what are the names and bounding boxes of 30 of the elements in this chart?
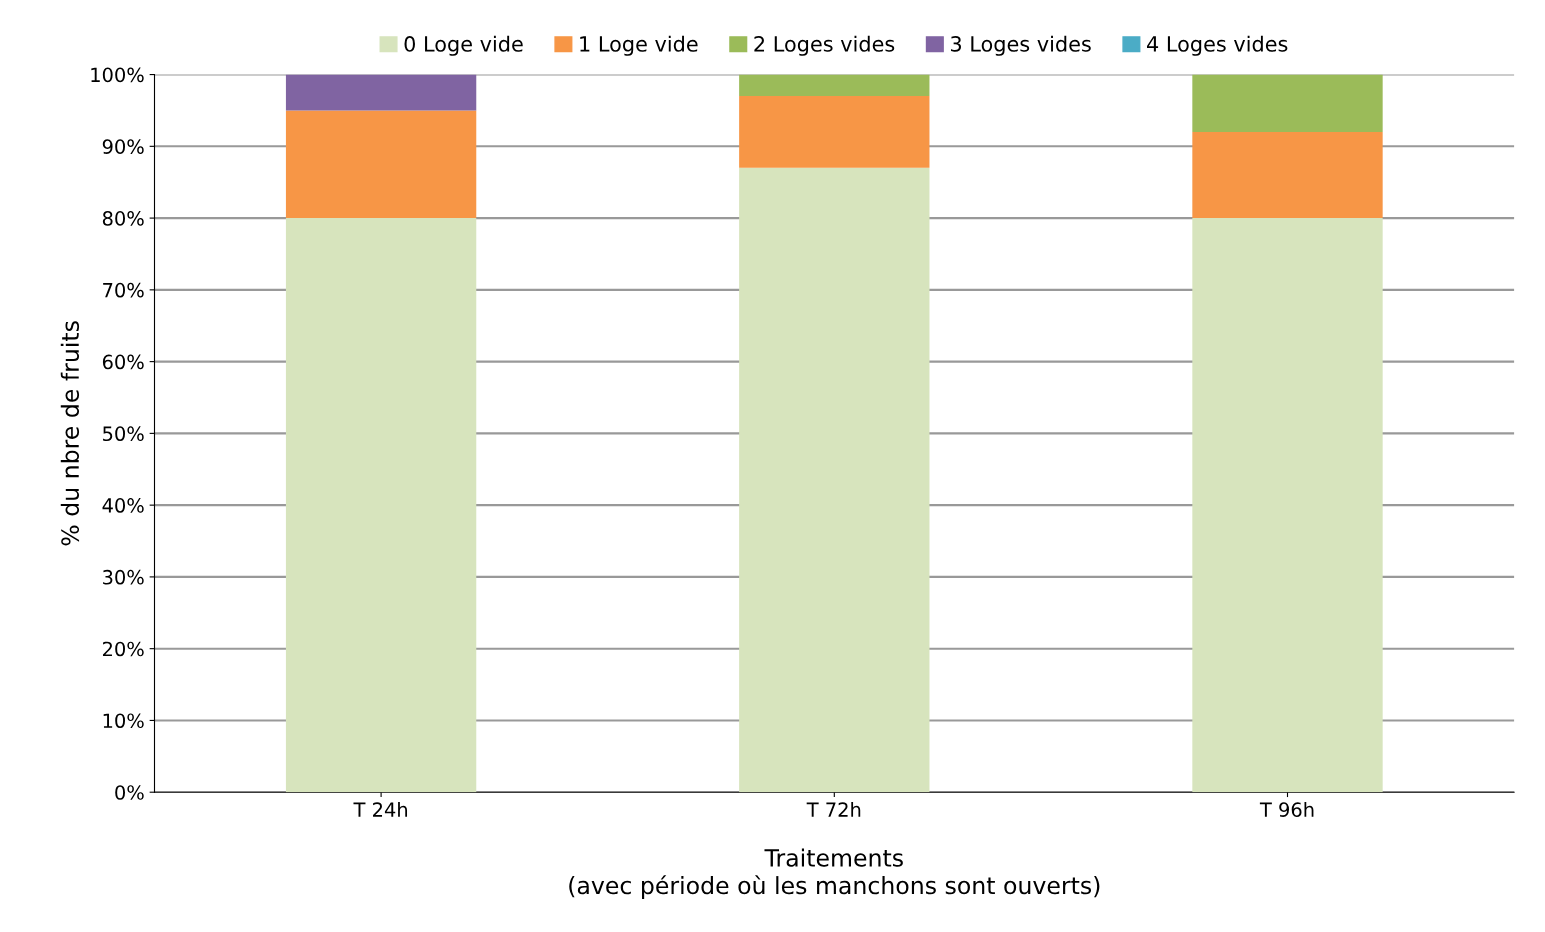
bar: [1192, 131, 1383, 219]
y-tick-label: 90%: [102, 139, 144, 154]
legend-label: 0 Loge vide: [404, 35, 523, 56]
y-tick-label: 30%: [103, 569, 144, 585]
y-tick-label: 40%: [102, 498, 144, 513]
y-tick-label: 60%: [102, 354, 144, 370]
bar: [739, 74, 930, 97]
bar: [1192, 218, 1383, 793]
bar: [739, 167, 930, 793]
y-tick-label: 10%: [103, 713, 144, 729]
y-tick-label: 80%: [102, 211, 144, 226]
x-axis-title: Traitements (avec période où les manchons sont ouverts): [569, 848, 1100, 899]
legend-label: 4 Loges vides: [1147, 35, 1288, 56]
bar: [739, 96, 930, 168]
x-tick-label: T 72h: [806, 801, 861, 817]
legend-label: 2 Loges vides: [754, 35, 895, 56]
y-axis-title: % du nbre de fruits: [60, 321, 80, 546]
bar: [285, 110, 477, 219]
legend-label: 3 Loges vides: [951, 35, 1091, 56]
x-tick-label: T 96h: [1259, 801, 1314, 817]
bar: [285, 74, 477, 111]
y-tick-label: 100%: [91, 67, 144, 83]
y-tick-label: 20%: [102, 641, 144, 657]
x-tick-label: T 24h: [353, 801, 408, 817]
bar: [1192, 74, 1383, 132]
legend-label: 1 Loge vide: [580, 35, 698, 56]
bar: [285, 218, 477, 793]
y-tick-label: 50%: [103, 426, 144, 442]
y-tick-label: 0%: [115, 785, 144, 800]
y-tick-label: 70%: [103, 282, 144, 298]
